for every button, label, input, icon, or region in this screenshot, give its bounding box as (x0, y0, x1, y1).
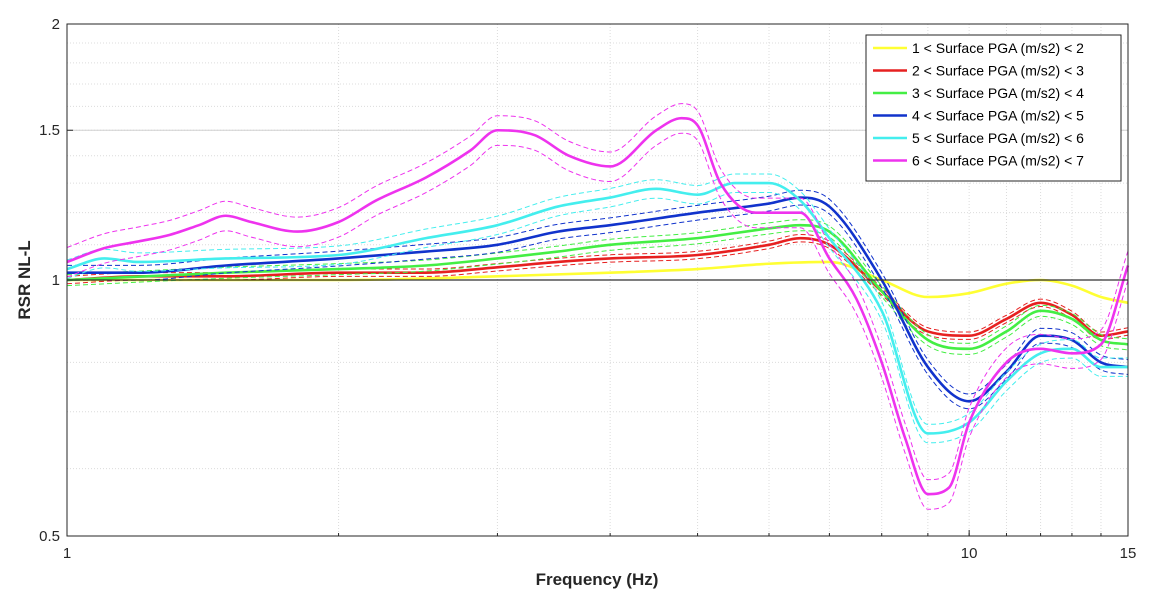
series-6-upper-bound (66, 103, 1129, 481)
series-6-line (66, 116, 1130, 496)
series-3-lower-bound (66, 230, 1129, 355)
y-tick-label: 0.5 (39, 528, 60, 545)
x-tick-label: 10 (961, 545, 978, 562)
series-4-lower-bound (67, 204, 1129, 410)
y-tick-label: 1.5 (39, 122, 60, 139)
legend-entry: 2 < Surface PGA (m/s2) < 3 (912, 63, 1084, 79)
x-axis-title: Frequency (Hz) (536, 570, 659, 589)
series-6-lower-bound (66, 132, 1129, 510)
series-3 (66, 219, 1129, 355)
series-2-line (66, 236, 1129, 337)
x-tick-label: 1 (63, 545, 71, 562)
x-tick-label: 15 (1120, 545, 1137, 562)
series-3-line (66, 223, 1129, 351)
series-4-upper-bound (67, 189, 1129, 395)
series-2-lower-bound (66, 241, 1129, 340)
series-6 (66, 103, 1130, 510)
legend-entry: 5 < Surface PGA (m/s2) < 6 (912, 130, 1084, 146)
y-axis-title: RSR NL-L (15, 240, 34, 319)
legend-box (865, 34, 1122, 182)
y-tick-label: 1 (52, 272, 60, 289)
legend-entry: 4 < Surface PGA (m/s2) < 5 (912, 108, 1084, 124)
y-tick-label: 2 (52, 16, 60, 33)
legend-entry: 3 < Surface PGA (m/s2) < 4 (912, 85, 1084, 101)
ticks: 1 10 150.511.52 (39, 16, 1136, 562)
series-3-upper-bound (66, 219, 1129, 344)
legend-entry: 1 < Surface PGA (m/s2) < 2 (912, 40, 1084, 56)
legend-entry: 6 < Surface PGA (m/s2) < 7 (912, 153, 1084, 169)
series-4-line (67, 196, 1129, 403)
series-5-line (66, 181, 1128, 435)
series-4 (67, 189, 1129, 410)
legend: 1 < Surface PGA (m/s2) < 2 2 < Surface PG… (865, 34, 1122, 182)
series-5 (66, 173, 1128, 444)
